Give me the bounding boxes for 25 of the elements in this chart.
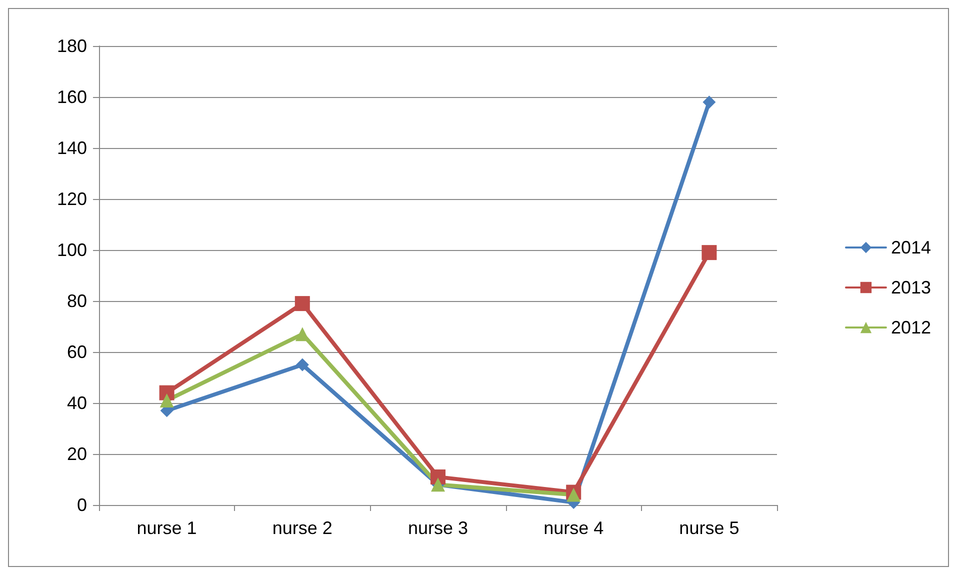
point	[294, 296, 310, 312]
legend-label: 2012	[890, 318, 932, 338]
point	[702, 96, 716, 109]
x-tick-label: nurse 4	[544, 518, 604, 538]
y-tick-label: 20	[66, 444, 87, 464]
y-tick-label: 140	[56, 138, 87, 158]
y-tick-label: 180	[56, 36, 87, 56]
legend-label: 2014	[890, 238, 932, 258]
point	[296, 358, 309, 372]
legend-label: 2013	[890, 278, 932, 298]
y-tick-label: 120	[56, 189, 87, 209]
x-tick-label: nurse 2	[272, 518, 332, 538]
y-tick-label: 100	[56, 240, 87, 260]
point	[702, 245, 717, 260]
x-tick-label: nurse 1	[136, 518, 197, 538]
x-tick-label: nurse 5	[679, 518, 740, 538]
point	[566, 488, 581, 502]
y-tick-label: 40	[66, 393, 87, 413]
y-tick-label: 0	[76, 495, 87, 515]
y-tick-label: 160	[56, 87, 87, 107]
point	[295, 327, 310, 342]
y-tick-label: 60	[66, 342, 87, 362]
x-tick-label: nurse 3	[408, 518, 468, 538]
point	[160, 393, 174, 408]
y-tick-label: 80	[66, 291, 87, 311]
